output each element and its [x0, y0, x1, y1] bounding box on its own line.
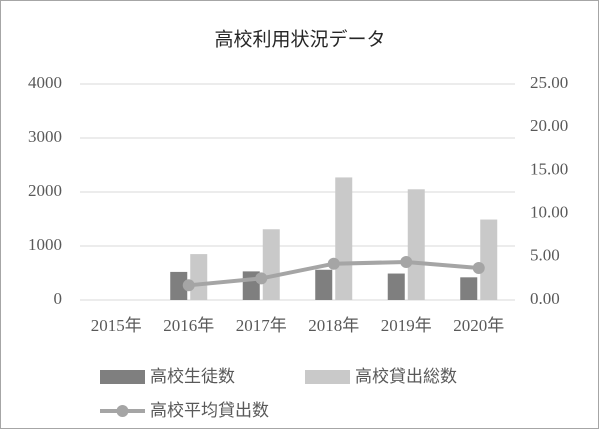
bar [387, 273, 405, 300]
y2-tick-label: 0.00 [530, 289, 560, 308]
bar [480, 219, 498, 300]
bar [190, 254, 208, 300]
y2-tick-label: 25.00 [530, 73, 568, 92]
y2-tick-label: 10.00 [530, 203, 568, 222]
bar [407, 189, 425, 300]
x-tick-label: 2019年 [381, 316, 432, 335]
x-tick-label: 2015年 [91, 316, 142, 335]
x-tick-label: 2016年 [163, 316, 214, 335]
bar [460, 277, 478, 300]
y-tick-label: 3000 [28, 127, 62, 146]
line-marker [400, 255, 413, 268]
legend-marker [116, 405, 129, 417]
bar [335, 177, 353, 300]
y2-tick-label: 5.00 [530, 246, 560, 265]
y-tick-label: 4000 [28, 73, 62, 92]
x-tick-label: 2017年 [236, 316, 287, 335]
y2-tick-label: 20.00 [530, 116, 568, 135]
legend-label: 高校生徒数 [150, 367, 235, 387]
legend-label: 高校平均貸出数 [150, 401, 269, 421]
line-marker [255, 272, 268, 285]
bar [170, 271, 188, 300]
line-marker [472, 262, 485, 275]
legend-swatch [305, 370, 350, 384]
legend-label: 高校貸出総数 [355, 367, 457, 387]
legend-swatch [100, 370, 145, 384]
y-tick-label: 2000 [28, 181, 62, 200]
y2-tick-label: 15.00 [530, 159, 568, 178]
x-tick-label: 2018年 [308, 316, 359, 335]
bar [315, 269, 333, 300]
x-tick-label: 2020年 [453, 316, 504, 335]
line-marker [182, 279, 195, 292]
chart-title: 高校利用状況データ [214, 29, 385, 51]
y-tick-label: 1000 [28, 235, 62, 254]
line-marker [327, 257, 340, 270]
y-tick-label: 0 [54, 289, 63, 308]
bar [262, 229, 280, 300]
